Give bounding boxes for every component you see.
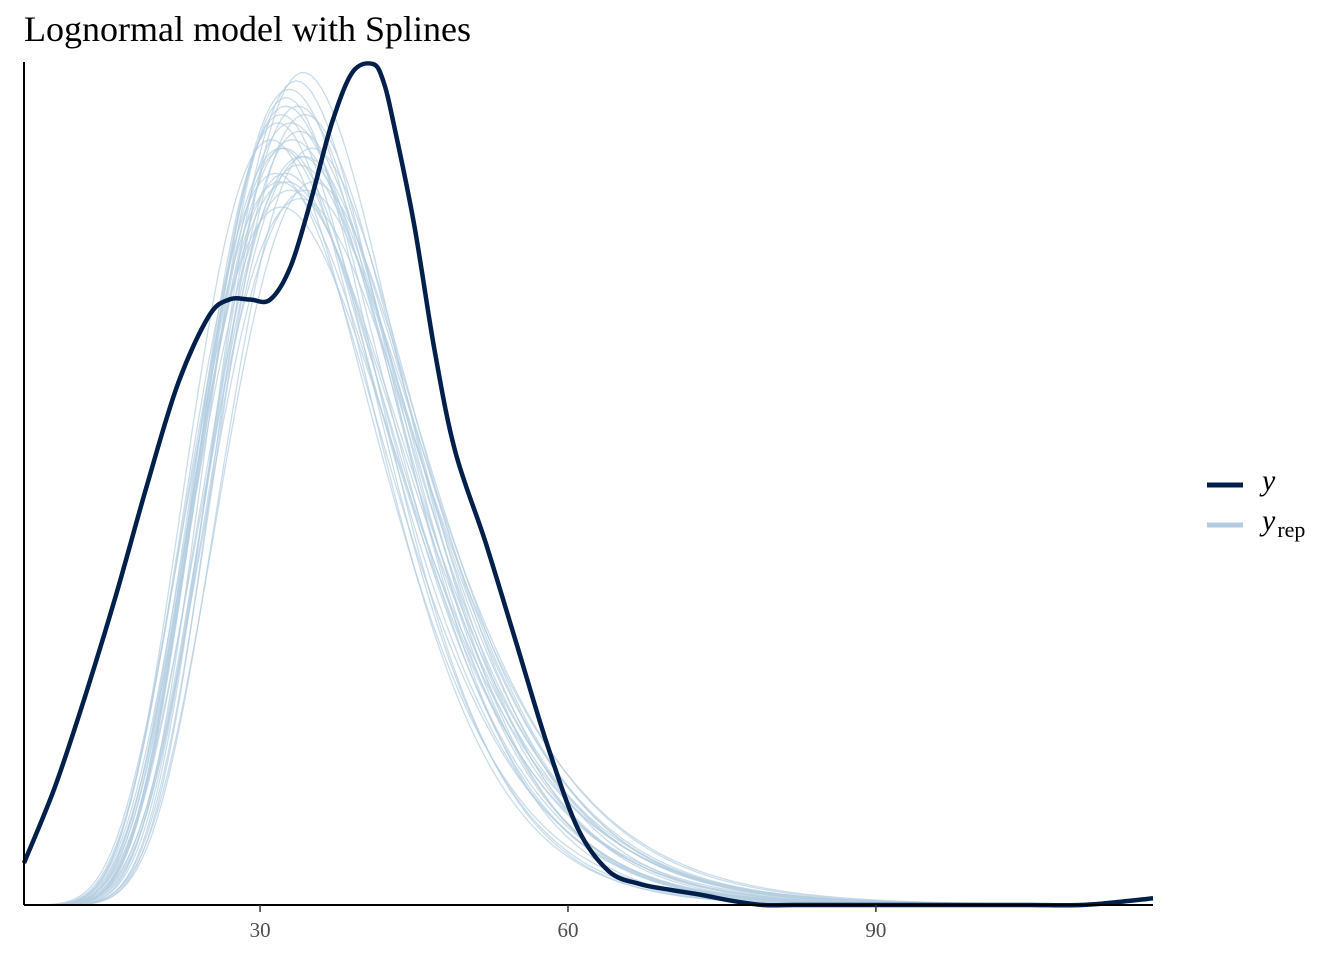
legend-label-y: y bbox=[1259, 464, 1276, 497]
yrep-line-28 bbox=[24, 181, 1154, 906]
yrep-line-1 bbox=[24, 122, 1153, 906]
yrep-line-6 bbox=[24, 181, 1153, 906]
yrep-line-17 bbox=[24, 181, 1153, 906]
yrep-line-25 bbox=[24, 155, 1153, 906]
chart-title: Lognormal model with Splines bbox=[24, 9, 471, 49]
yrep-line-2 bbox=[24, 147, 1153, 906]
legend: y yrep bbox=[1207, 464, 1305, 542]
legend-label-yrep: yrep bbox=[1259, 504, 1305, 542]
x-tick-label: 30 bbox=[250, 918, 271, 942]
x-tick-label: 60 bbox=[557, 918, 578, 942]
axes bbox=[23, 62, 1153, 906]
x-tick-label: 90 bbox=[865, 918, 886, 942]
x-ticks: 30 60 90 bbox=[250, 905, 886, 942]
yrep-line-8 bbox=[24, 155, 1153, 906]
yrep-line-4 bbox=[24, 139, 1153, 906]
yrep-lines bbox=[24, 71, 1154, 906]
yrep-line-18 bbox=[24, 139, 1153, 906]
yrep-line-12 bbox=[24, 147, 1153, 906]
yrep-line-19 bbox=[24, 122, 1153, 906]
yrep-line-10 bbox=[24, 130, 1153, 906]
yrep-line-26 bbox=[24, 147, 1153, 906]
